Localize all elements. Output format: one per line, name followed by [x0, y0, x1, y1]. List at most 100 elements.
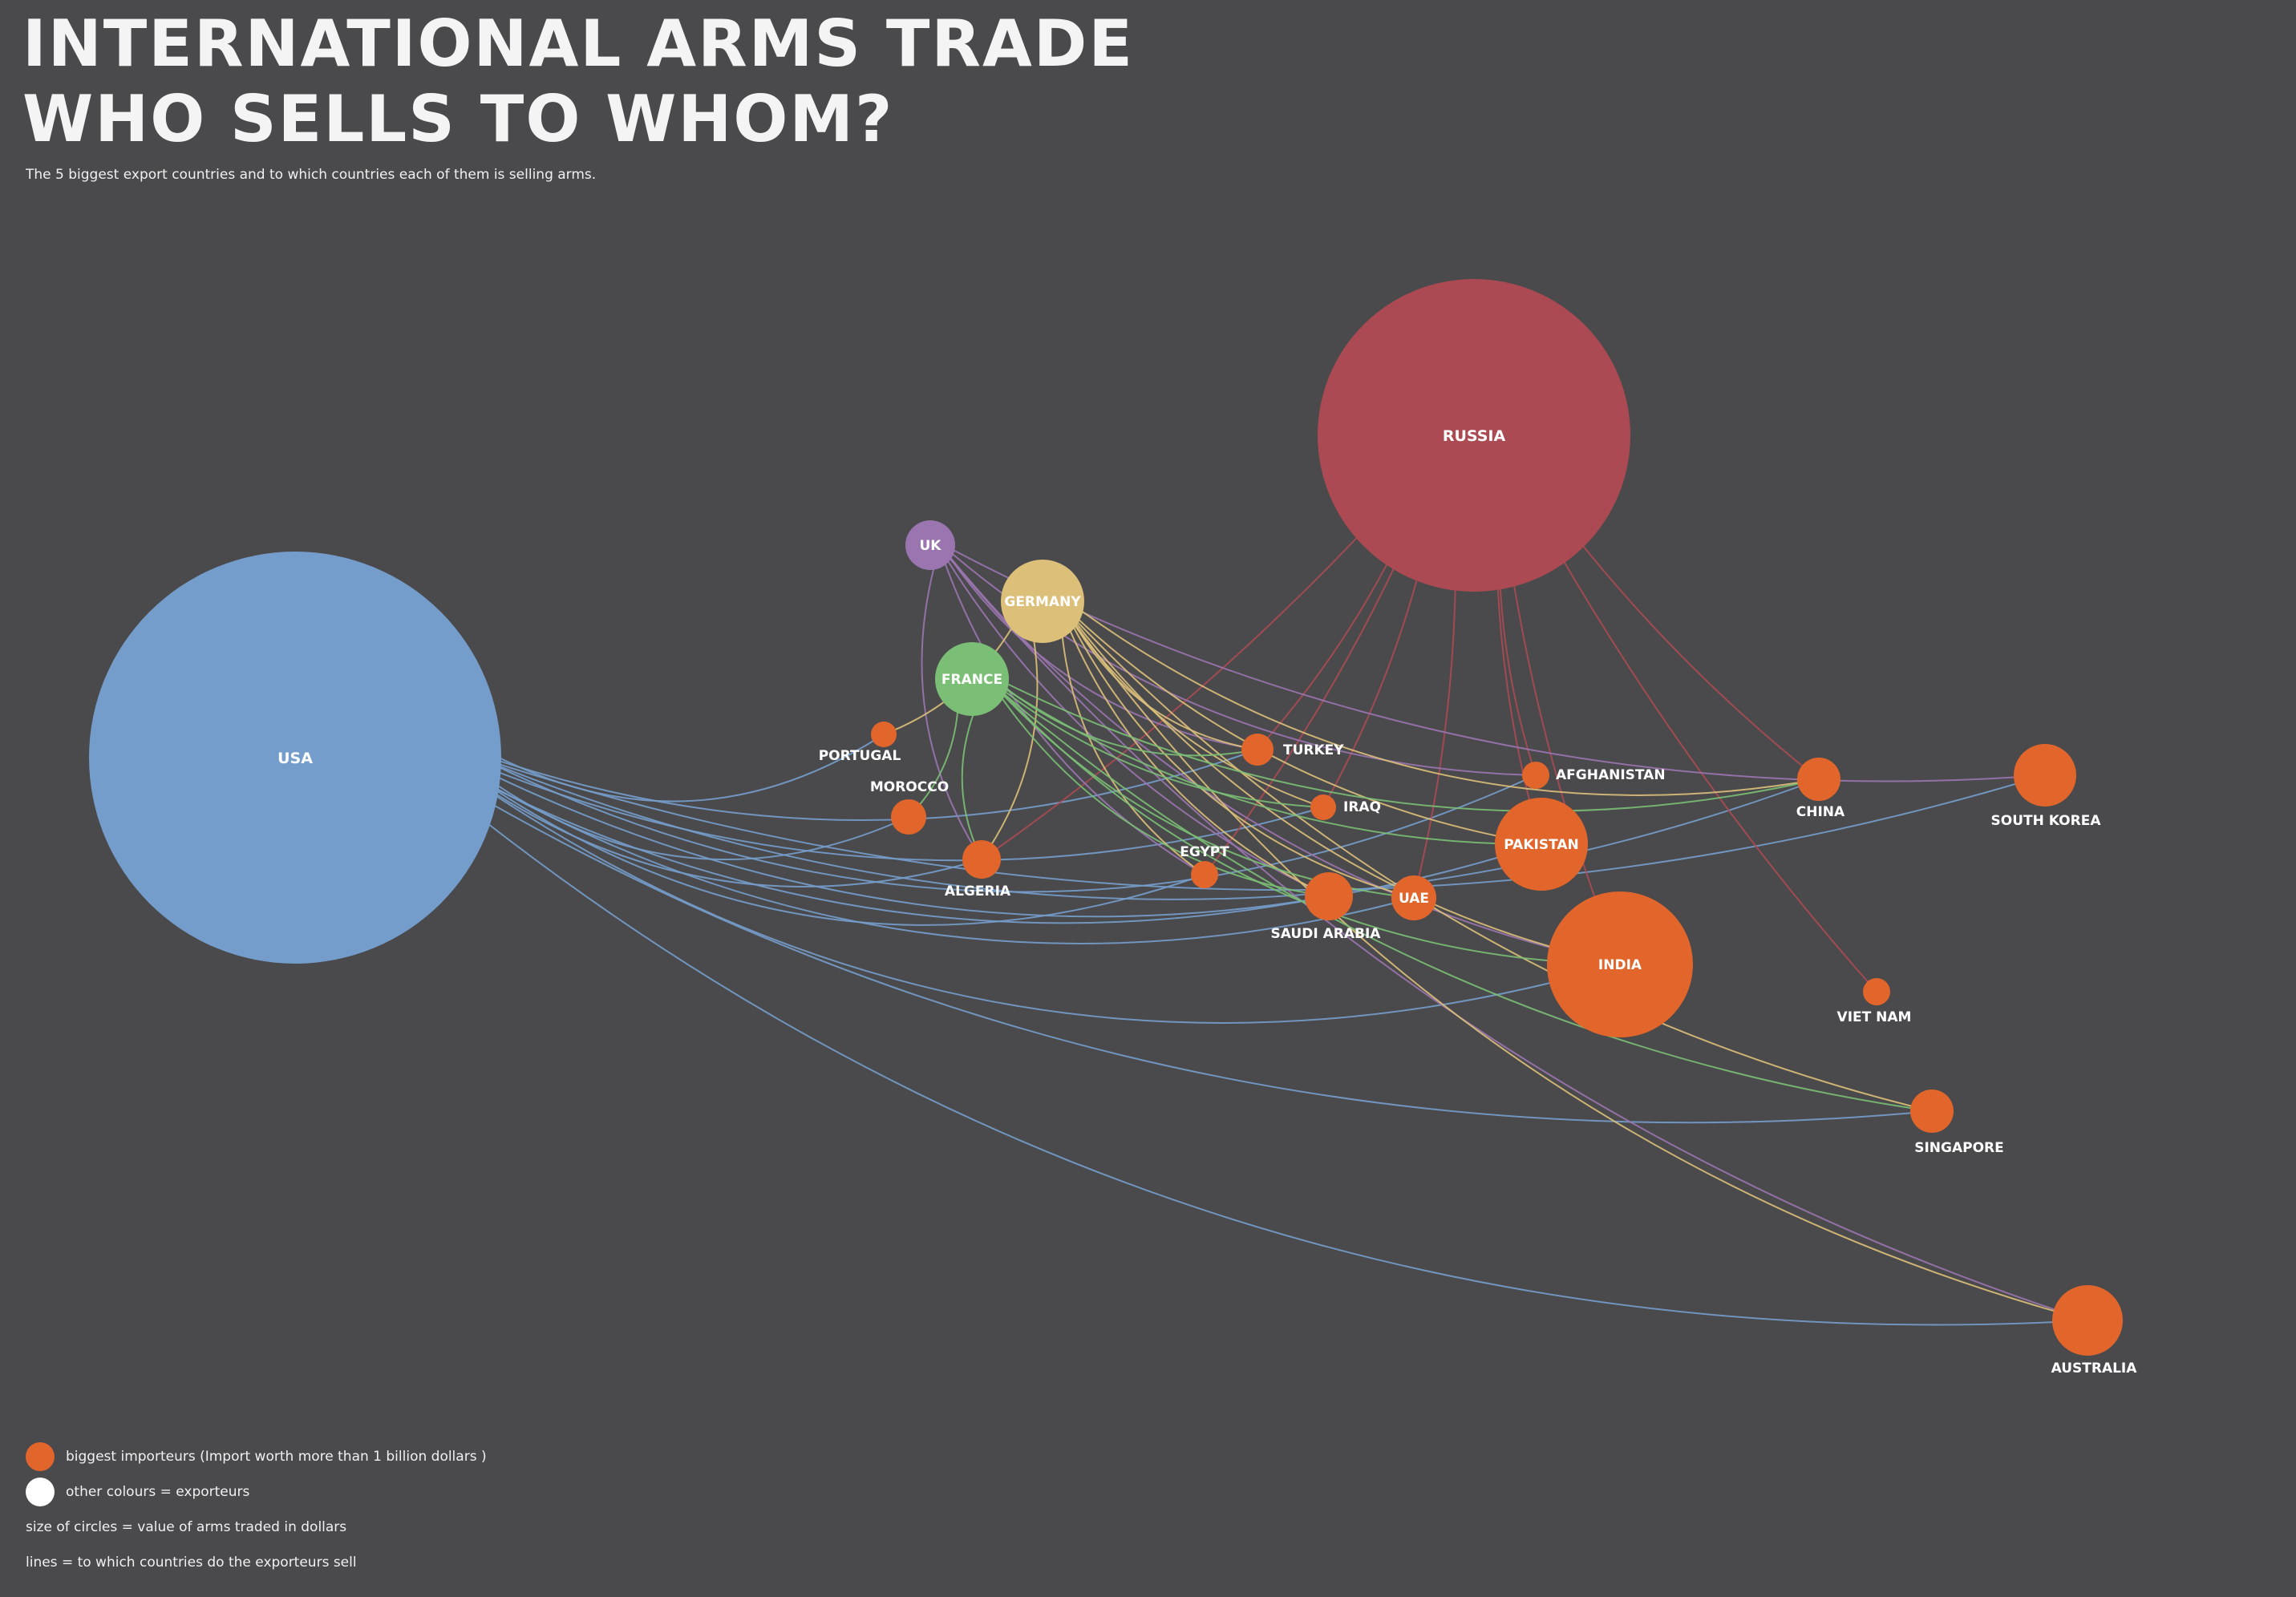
link-usa-to-uae [483, 780, 1415, 944]
link-uk-to-skorea [952, 548, 2046, 782]
importer-circle-afghanistan [1522, 762, 1549, 789]
importer-label-pakistan: PAKISTAN [1504, 837, 1578, 853]
importer-label-morocco: MOROCCO [870, 779, 949, 795]
link-russia-to-turkey [1257, 553, 1394, 750]
page-title: INTERNATIONAL ARMS TRADE WHO SELLS TO WH… [22, 6, 1134, 157]
exporter-circle-uk [905, 520, 955, 570]
importer-circle-skorea [2014, 744, 2076, 807]
importer-circle-saudi [1305, 872, 1353, 920]
importer-circle-india [1547, 891, 1693, 1037]
link-uk-to-turkey [949, 556, 1258, 750]
importer-label-algeria: ALGERIA [945, 883, 1011, 900]
link-usa-to-skorea [484, 758, 2046, 891]
importer-label-china: CHINA [1796, 804, 1845, 820]
importer-circle-china [1797, 758, 1840, 801]
link-germany-to-egypt [1061, 634, 1205, 875]
link-france-to-turkey [1004, 686, 1258, 757]
link-usa-to-india [482, 786, 1621, 1024]
importer-label-uae: UAE [1399, 891, 1429, 907]
importer-label-turkey: TURKEY [1283, 742, 1344, 758]
link-france-to-algeria [961, 712, 982, 860]
importer-label-afghanistan: AFGHANISTAN [1556, 767, 1666, 783]
link-uk-to-algeria [921, 567, 982, 860]
link-usa-to-egypt [482, 781, 1205, 926]
importer-circle-algeria [962, 840, 1001, 879]
importer-circle-singapore [1910, 1090, 1954, 1133]
link-germany-to-australia [1073, 622, 2088, 1321]
link-usa-to-turkey [484, 749, 1258, 821]
link-france-to-india [1002, 692, 1621, 965]
importer-label-saudi: SAUDI ARABIA [1271, 926, 1382, 942]
link-usa-to-portugal [484, 734, 885, 803]
legend-exporter-row: other colours = exporteurs [26, 1474, 487, 1510]
link-russia-to-china [1575, 536, 1820, 780]
legend-importer-text: biggest importeurs (Import worth more th… [66, 1449, 487, 1465]
link-france-to-iraq [1003, 689, 1324, 808]
importer-label-skorea: SOUTH KOREA [1991, 813, 2102, 829]
importer-circle-vietnam [1863, 978, 1890, 1005]
link-russia-to-uae [1413, 577, 1456, 899]
importer-circle-iraq [1310, 794, 1336, 820]
legend: biggest importeurs (Import worth more th… [26, 1439, 487, 1580]
legend-lines-note: lines = to which countries do the export… [26, 1555, 357, 1571]
link-germany-to-algeria [981, 638, 1039, 860]
link-russia-to-iraq [1322, 568, 1421, 808]
exporter-label-france: FRANCE [941, 672, 1002, 688]
link-germany-to-singapore [1075, 620, 1933, 1112]
nodes-layer: PORTUGAL MOROCCO ALGERIA TURKEY IRAQ EGYPT SAU… [89, 279, 2137, 1377]
link-usa-to-pakistan [484, 770, 1542, 918]
link-germany-to-china [1079, 608, 1820, 796]
link-usa-to-saudi [482, 782, 1330, 924]
link-france-to-pakistan [1004, 687, 1542, 846]
link-russia-to-vietnam [1557, 551, 1877, 993]
exporter-circle-russia [1318, 279, 1630, 592]
importer-label-iraq: IRAQ [1343, 799, 1381, 815]
importer-label-india: INDIA [1598, 957, 1642, 973]
importer-circle-pakistan [1495, 798, 1588, 891]
importer-circle-turkey [1241, 734, 1274, 766]
link-usa-to-afghanistan [484, 759, 1537, 893]
importer-label-portugal: PORTUGAL [819, 748, 901, 764]
exporter-circle-usa [89, 552, 501, 964]
exporter-label-usa: USA [277, 750, 313, 767]
link-france-to-saudi [1000, 696, 1330, 897]
title-line-1: INTERNATIONAL ARMS TRADE [22, 6, 1134, 81]
importer-circle-australia [2052, 1285, 2123, 1356]
legend-importer-row: biggest importeurs (Import worth more th… [26, 1439, 487, 1474]
importer-label-egypt: EGYPT [1180, 844, 1229, 860]
importer-label-vietnam: VIET NAM [1837, 1009, 1912, 1025]
page-subtitle: The 5 biggest export countries and to wh… [26, 167, 597, 183]
link-france-to-china [1005, 682, 1820, 812]
importer-label-singapore: SINGAPORE [1914, 1140, 2004, 1156]
link-usa-to-singapore [480, 797, 1933, 1124]
link-russia-to-egypt [1204, 557, 1400, 875]
importer-swatch [26, 1442, 55, 1471]
link-germany-to-pakistan [1076, 617, 1542, 845]
exporter-label-germany: GERMANY [1004, 594, 1081, 610]
link-france-to-singapore [1002, 692, 1933, 1112]
importer-circle-egypt [1191, 861, 1218, 888]
importer-circle-morocco [891, 799, 926, 835]
legend-size-note: size of circles = value of arms traded i… [26, 1519, 347, 1535]
link-usa-to-australia [475, 814, 2088, 1326]
link-germany-to-uae [1071, 625, 1415, 899]
link-germany-to-turkey [1073, 622, 1258, 750]
legend-exporter-text: other colours = exporteurs [66, 1484, 250, 1500]
link-uk-to-egypt [944, 562, 1205, 875]
exporter-label-russia: RUSSIA [1443, 427, 1506, 445]
links-layer [475, 528, 2088, 1326]
exporter-swatch [26, 1478, 55, 1506]
importer-label-australia: AUSTRALIA [2051, 1360, 2138, 1377]
importer-circle-portugal [871, 722, 897, 747]
link-russia-to-algeria [981, 528, 1366, 860]
exporter-circle-germany [1001, 560, 1084, 643]
exporter-label-uk: UK [920, 538, 942, 554]
exporter-circle-france [935, 642, 1009, 716]
link-usa-to-algeria [482, 784, 982, 887]
importer-circle-uae [1391, 875, 1436, 920]
title-line-2: WHO SELLS TO WHOM? [22, 82, 894, 156]
link-uk-to-india [949, 556, 1621, 965]
link-germany-to-india [1074, 621, 1621, 965]
link-russia-to-afghanistan [1499, 576, 1537, 776]
